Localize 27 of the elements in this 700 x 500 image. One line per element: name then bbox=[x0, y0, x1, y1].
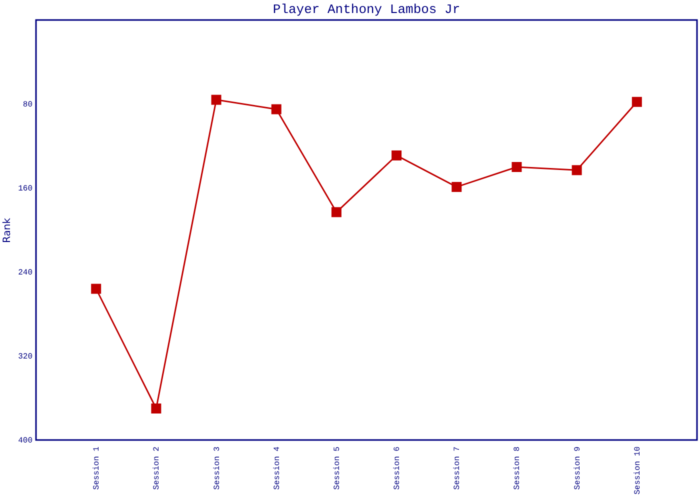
point bbox=[91, 284, 102, 294]
x-tick-label: Session 2 bbox=[152, 446, 162, 490]
x-tick-label: Session 1 bbox=[92, 446, 102, 490]
point bbox=[271, 104, 282, 114]
point bbox=[632, 96, 642, 107]
chart-title: Player Anthony Lambos Jr bbox=[272, 2, 460, 17]
x-tick-label: Session 5 bbox=[332, 446, 342, 490]
y-tick-label: 160 bbox=[18, 184, 33, 194]
x-tick-label: Session 9 bbox=[573, 446, 582, 490]
y-tick-label: 240 bbox=[18, 268, 33, 278]
point bbox=[331, 207, 342, 218]
x-tick-label: Session 6 bbox=[393, 446, 402, 490]
point bbox=[452, 182, 462, 192]
point bbox=[572, 165, 582, 176]
x-tick-label: Session 4 bbox=[272, 446, 282, 490]
x-tick-label: Session 7 bbox=[453, 446, 462, 490]
y-axis-title: Rank bbox=[2, 218, 14, 243]
point bbox=[512, 162, 522, 172]
y-tick-label: 400 bbox=[18, 436, 33, 446]
x-tick-label: Session 8 bbox=[513, 446, 522, 490]
point bbox=[151, 404, 162, 414]
x-tick-label: Session 3 bbox=[212, 446, 222, 490]
point bbox=[392, 150, 402, 160]
y-tick-label: 320 bbox=[18, 352, 33, 362]
x-tick-label: Session 10 bbox=[633, 446, 642, 495]
point bbox=[211, 94, 222, 105]
y-tick-label: 80 bbox=[22, 100, 33, 110]
